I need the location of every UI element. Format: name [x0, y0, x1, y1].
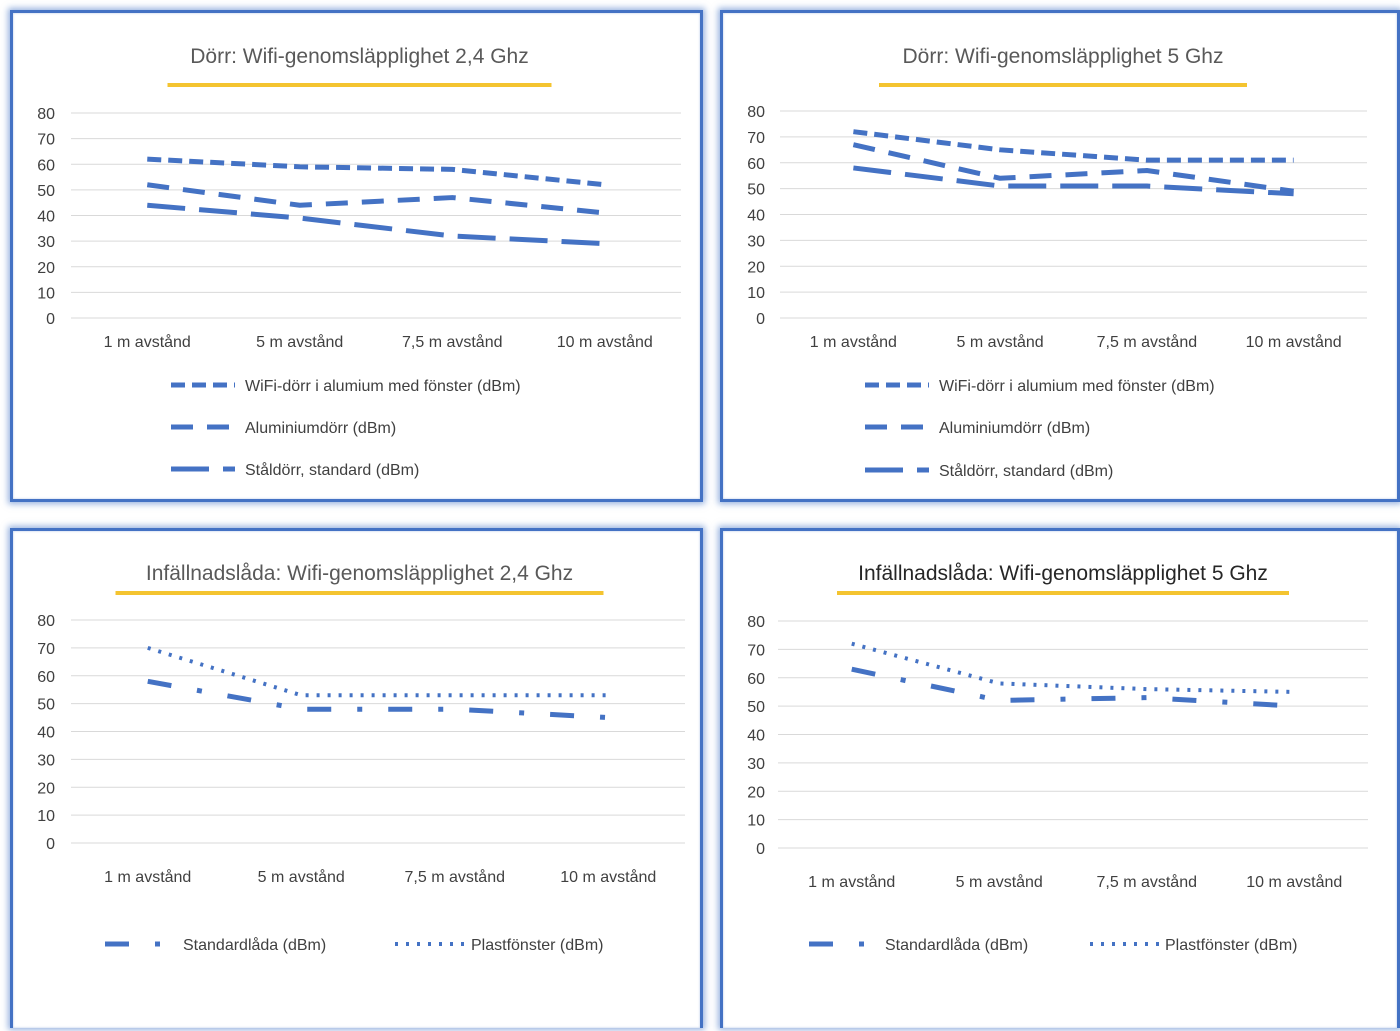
y-tick-label: 10 [747, 813, 765, 830]
chart-svg: Infällnadslåda: Wifi-genomsläpplighet 5 … [747, 562, 1368, 954]
legend-label: Aluminiumdörr (dBm) [245, 420, 396, 437]
x-tick-label: 5 m avstånd [258, 868, 345, 886]
series-line-0 [147, 156, 606, 188]
y-tick-label: 40 [747, 208, 765, 225]
x-tick-label: 5 m avstånd [256, 333, 343, 351]
series-line-1 [851, 641, 1295, 694]
title-underline [115, 591, 604, 595]
chart-title: Infällnadslåda: Wifi-genomsläpplighet 5 … [858, 562, 1268, 585]
legend-label: WiFi-dörr i alumium med fönster (dBm) [245, 378, 521, 395]
y-tick-label: 20 [747, 259, 765, 276]
title-underline [879, 83, 1247, 87]
series-line-1 [852, 142, 1294, 194]
y-tick-label: 80 [747, 104, 765, 121]
x-tick-label: 1 m avstånd [104, 868, 191, 886]
chart-panel-door-5ghz: Dörr: Wifi-genomsläpplighet 5 Ghz 0 10 20 30… [720, 10, 1400, 502]
series-line-0 [147, 678, 609, 721]
chart-panel-box-5ghz: Infällnadslåda: Wifi-genomsläpplighet 5 … [720, 528, 1400, 1028]
x-tick-label: 1 m avstånd [810, 333, 897, 351]
series-line-2 [853, 165, 1294, 197]
legend-label: Standardlåda (dBm) [183, 936, 326, 954]
y-tick-label: 0 [756, 841, 765, 858]
y-tick-label: 0 [756, 311, 765, 328]
chart-svg: Dörr: Wifi-genomsläpplighet 5 Ghz 0 10 20 30… [747, 45, 1367, 480]
x-tick-label: 7,5 m avstånd [405, 868, 506, 886]
legend-label: Ståldörr, standard (dBm) [245, 461, 419, 479]
y-tick-label: 30 [747, 756, 765, 773]
y-tick-label: 20 [747, 784, 765, 801]
y-tick-label: 50 [37, 697, 55, 714]
y-tick-label: 0 [46, 836, 55, 853]
y-tick-label: 40 [37, 725, 55, 742]
y-tick-label: 70 [747, 130, 765, 147]
y-tick-label: 20 [37, 780, 55, 797]
x-tick-label: 1 m avstånd [104, 333, 191, 351]
chart-svg: Dörr: Wifi-genomsläpplighet 2,4 Ghz 0 10 20… [37, 45, 681, 479]
y-tick-label: 40 [747, 728, 765, 745]
title-underline [837, 591, 1289, 595]
x-tick-label: 10 m avstånd [557, 333, 653, 351]
x-tick-label: 10 m avstånd [1246, 873, 1342, 891]
y-tick-label: 10 [37, 285, 55, 302]
y-tick-label: 50 [747, 182, 765, 199]
legend-label: Standardlåda (dBm) [885, 936, 1028, 954]
x-tick-label: 10 m avstånd [560, 868, 656, 886]
series-line-0 [851, 666, 1295, 709]
x-tick-label: 7,5 m avstånd [1097, 873, 1198, 891]
series-line-1 [146, 182, 606, 216]
x-tick-label: 7,5 m avstånd [402, 333, 503, 351]
x-tick-label: 1 m avstånd [808, 873, 895, 891]
y-tick-label: 70 [37, 641, 55, 658]
series-line-1 [147, 645, 609, 698]
y-tick-label: 0 [46, 311, 55, 328]
y-tick-label: 10 [747, 285, 765, 302]
y-tick-label: 60 [37, 157, 55, 174]
chart-panel-box-2-4ghz: Infällnadslåda: Wifi-genomsläpplighet 2,… [10, 528, 703, 1028]
y-tick-label: 80 [747, 614, 765, 631]
chart-title: Infällnadslåda: Wifi-genomsläpplighet 2,… [146, 562, 573, 585]
y-tick-label: 50 [747, 699, 765, 716]
y-tick-label: 70 [747, 642, 765, 659]
y-tick-label: 60 [37, 669, 55, 686]
y-tick-label: 20 [37, 260, 55, 277]
series-line-2 [147, 202, 605, 247]
x-tick-label: 10 m avstånd [1246, 333, 1342, 351]
y-tick-label: 30 [37, 752, 55, 769]
legend-label: Plastfönster (dBm) [471, 937, 603, 954]
x-tick-label: 7,5 m avstånd [1097, 333, 1198, 351]
x-tick-label: 5 m avstånd [956, 873, 1043, 891]
y-tick-label: 70 [37, 132, 55, 149]
y-tick-label: 50 [37, 183, 55, 200]
y-tick-label: 60 [747, 671, 765, 688]
y-tick-label: 30 [37, 234, 55, 251]
y-tick-label: 30 [747, 233, 765, 250]
y-tick-label: 60 [747, 156, 765, 173]
series-line-0 [853, 129, 1294, 163]
legend-label: Aluminiumdörr (dBm) [939, 420, 1090, 437]
chart-title: Dörr: Wifi-genomsläpplighet 5 Ghz [903, 45, 1224, 68]
y-tick-label: 80 [37, 613, 55, 630]
legend-label: Plastfönster (dBm) [1165, 937, 1297, 954]
chart-title: Dörr: Wifi-genomsläpplighet 2,4 Ghz [190, 45, 528, 68]
chart-panel-door-2-4ghz: Dörr: Wifi-genomsläpplighet 2,4 Ghz 0 10 20… [10, 10, 703, 502]
y-tick-label: 80 [37, 106, 55, 123]
y-tick-label: 40 [37, 209, 55, 226]
title-underline [167, 83, 552, 87]
x-tick-label: 5 m avstånd [957, 333, 1044, 351]
chart-svg: Infällnadslåda: Wifi-genomsläpplighet 2,… [37, 562, 685, 954]
y-tick-label: 10 [37, 808, 55, 825]
legend-label: Ståldörr, standard (dBm) [939, 462, 1113, 480]
legend-label: WiFi-dörr i alumium med fönster (dBm) [939, 378, 1215, 395]
